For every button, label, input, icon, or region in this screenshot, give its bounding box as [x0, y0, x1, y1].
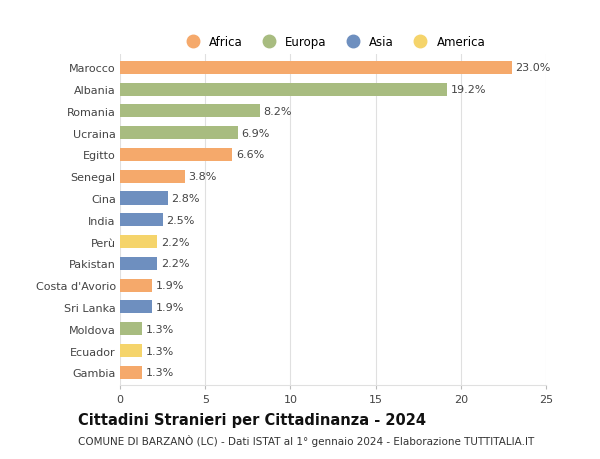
Text: COMUNE DI BARZANÒ (LC) - Dati ISTAT al 1° gennaio 2024 - Elaborazione TUTTITALIA: COMUNE DI BARZANÒ (LC) - Dati ISTAT al 1…: [78, 434, 534, 446]
Bar: [120, 84, 447, 96]
Text: Cittadini Stranieri per Cittadinanza - 2024: Cittadini Stranieri per Cittadinanza - 2…: [78, 413, 426, 428]
Text: 1.3%: 1.3%: [146, 346, 174, 356]
Text: 2.8%: 2.8%: [171, 194, 200, 204]
Bar: [120, 279, 152, 292]
Bar: [120, 344, 142, 357]
Bar: [120, 127, 238, 140]
Bar: [120, 323, 142, 336]
Text: 1.9%: 1.9%: [156, 280, 184, 291]
Text: 1.3%: 1.3%: [146, 324, 174, 334]
Text: 6.6%: 6.6%: [236, 150, 264, 160]
Text: 2.2%: 2.2%: [161, 259, 190, 269]
Bar: [120, 170, 185, 183]
Bar: [120, 301, 152, 314]
Text: 1.9%: 1.9%: [156, 302, 184, 312]
Text: 6.9%: 6.9%: [241, 129, 269, 138]
Text: 1.3%: 1.3%: [146, 368, 174, 377]
Text: 2.2%: 2.2%: [161, 237, 190, 247]
Bar: [120, 62, 512, 75]
Text: 8.2%: 8.2%: [263, 106, 292, 117]
Legend: Africa, Europa, Asia, America: Africa, Europa, Asia, America: [176, 31, 490, 54]
Text: 3.8%: 3.8%: [188, 172, 217, 182]
Bar: [120, 214, 163, 227]
Bar: [120, 366, 142, 379]
Text: 23.0%: 23.0%: [515, 63, 551, 73]
Bar: [120, 149, 232, 162]
Bar: [120, 105, 260, 118]
Bar: [120, 257, 157, 270]
Text: 19.2%: 19.2%: [451, 85, 486, 95]
Bar: [120, 235, 157, 249]
Text: 2.5%: 2.5%: [166, 215, 194, 225]
Bar: [120, 192, 168, 205]
